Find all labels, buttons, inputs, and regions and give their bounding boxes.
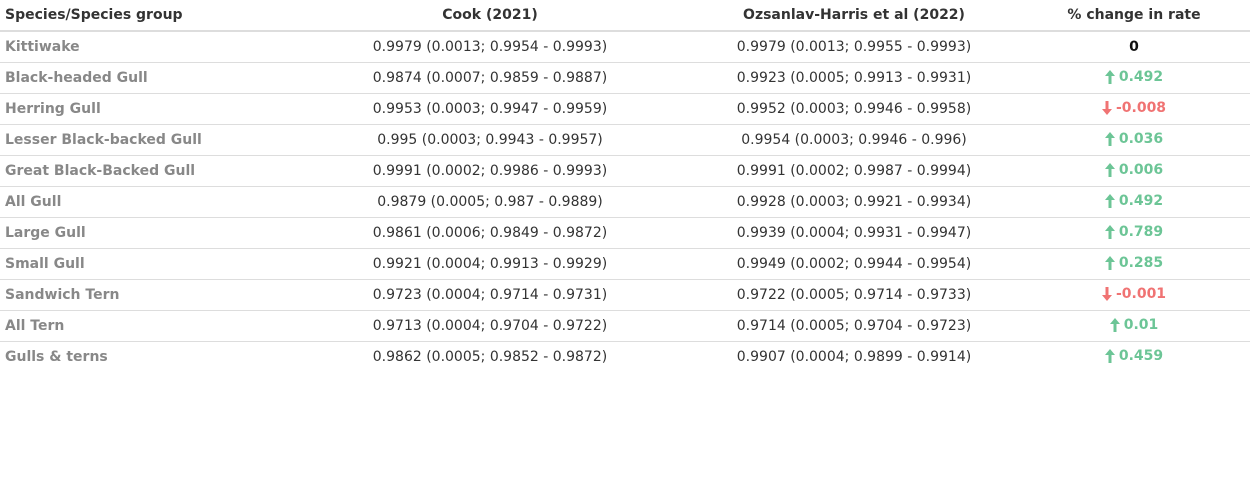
change-indicator: 0.492 bbox=[1104, 192, 1164, 209]
change-cell: -0.008 bbox=[1018, 93, 1250, 125]
table-row: Black-headed Gull 0.9874 (0.0007; 0.9859… bbox=[0, 62, 1250, 94]
species-cell: All Tern bbox=[0, 310, 290, 342]
species-cell: Kittiwake bbox=[0, 31, 290, 63]
species-cell: Black-headed Gull bbox=[0, 62, 290, 94]
change-value: -0.008 bbox=[1115, 99, 1167, 116]
table-body: Kittiwake 0.9979 (0.0013; 0.9954 - 0.999… bbox=[0, 31, 1250, 372]
cook-value-cell: 0.9861 (0.0006; 0.9849 - 0.9872) bbox=[290, 217, 690, 249]
change-indicator: 0.285 bbox=[1104, 254, 1164, 271]
change-indicator: 0.459 bbox=[1104, 347, 1164, 364]
change-cell: 0.006 bbox=[1018, 155, 1250, 187]
change-cell: 0.036 bbox=[1018, 124, 1250, 156]
change-value: -0.001 bbox=[1115, 285, 1167, 302]
change-indicator: 0.492 bbox=[1104, 68, 1164, 85]
cook-value-cell: 0.9874 (0.0007; 0.9859 - 0.9887) bbox=[290, 62, 690, 94]
arrow-up-icon bbox=[1104, 69, 1115, 84]
arrow-up-icon bbox=[1104, 131, 1115, 146]
arrow-up-icon bbox=[1104, 224, 1115, 239]
change-indicator: 0.006 bbox=[1104, 161, 1164, 178]
ozsanlav-harris-value-cell: 0.9952 (0.0003; 0.9946 - 0.9958) bbox=[690, 93, 1018, 125]
change-cell: 0.492 bbox=[1018, 186, 1250, 218]
ozsanlav-harris-value-cell: 0.9939 (0.0004; 0.9931 - 0.9947) bbox=[690, 217, 1018, 249]
species-cell: Sandwich Tern bbox=[0, 279, 290, 311]
ozsanlav-harris-value-cell: 0.9979 (0.0013; 0.9955 - 0.9993) bbox=[690, 31, 1018, 63]
change-indicator: 0.036 bbox=[1104, 130, 1164, 147]
change-value: 0.492 bbox=[1118, 68, 1164, 85]
cook-value-cell: 0.9723 (0.0004; 0.9714 - 0.9731) bbox=[290, 279, 690, 311]
species-cell: Great Black-Backed Gull bbox=[0, 155, 290, 187]
change-indicator: -0.008 bbox=[1101, 99, 1167, 116]
change-cell: 0.789 bbox=[1018, 217, 1250, 249]
arrow-up-icon bbox=[1104, 255, 1115, 270]
change-cell: 0.492 bbox=[1018, 62, 1250, 94]
change-cell: 0.285 bbox=[1018, 248, 1250, 280]
change-value: 0.492 bbox=[1118, 192, 1164, 209]
species-cell: Small Gull bbox=[0, 248, 290, 280]
arrow-up-icon bbox=[1104, 162, 1115, 177]
species-cell: Large Gull bbox=[0, 217, 290, 249]
ozsanlav-harris-value-cell: 0.9923 (0.0005; 0.9913 - 0.9931) bbox=[690, 62, 1018, 94]
cook-value-cell: 0.9862 (0.0005; 0.9852 - 0.9872) bbox=[372, 349, 608, 365]
table-row: All Gull 0.9879 (0.0005; 0.987 - 0.9889)… bbox=[0, 186, 1250, 218]
header-species[interactable]: Species/Species group bbox=[0, 0, 290, 32]
change-cell: 0.459 bbox=[1018, 342, 1250, 373]
species-cell: Herring Gull bbox=[0, 93, 290, 125]
cook-value-cell: 0.9979 (0.0013; 0.9954 - 0.9993) bbox=[290, 31, 690, 63]
cook-value-cell: 0.9713 (0.0004; 0.9704 - 0.9722) bbox=[290, 310, 690, 342]
change-value: 0.285 bbox=[1118, 254, 1164, 271]
change-cell: 0 bbox=[1018, 31, 1250, 63]
change-value: 0.036 bbox=[1118, 130, 1164, 147]
ozsanlav-harris-value-cell: 0.9722 (0.0005; 0.9714 - 0.9733) bbox=[690, 279, 1018, 311]
ozsanlav-harris-value-cell: 0.9949 (0.0002; 0.9944 - 0.9954) bbox=[690, 248, 1018, 280]
cook-value-cell: 0.9991 (0.0002; 0.9986 - 0.9993) bbox=[290, 155, 690, 187]
arrow-up-icon bbox=[1104, 193, 1115, 208]
change-indicator: -0.001 bbox=[1101, 285, 1167, 302]
species-cell: All Gull bbox=[0, 186, 290, 218]
ozsanlav-harris-value-cell: 0.9991 (0.0002; 0.9987 - 0.9994) bbox=[690, 155, 1018, 187]
change-value: 0.459 bbox=[1118, 347, 1164, 364]
table-row: All Tern 0.9713 (0.0004; 0.9704 - 0.9722… bbox=[0, 310, 1250, 342]
change-value: 0.789 bbox=[1118, 223, 1164, 240]
cook-value-cell: 0.9879 (0.0005; 0.987 - 0.9889) bbox=[290, 186, 690, 218]
change-value: 0.006 bbox=[1118, 161, 1164, 178]
change-indicator: 0.789 bbox=[1104, 223, 1164, 240]
species-cell: Lesser Black-backed Gull bbox=[0, 124, 290, 156]
cook-value-cell: 0.9921 (0.0004; 0.9913 - 0.9929) bbox=[290, 248, 690, 280]
ozsanlav-harris-value-cell: 0.9907 (0.0004; 0.9899 - 0.9914) bbox=[736, 349, 972, 365]
header-ozsanlav-harris-2022[interactable]: Ozsanlav-Harris et al (2022) bbox=[690, 0, 1018, 32]
cook-value-cell: 0.9953 (0.0003; 0.9947 - 0.9959) bbox=[290, 93, 690, 125]
ozsanlav-harris-value-cell: 0.9928 (0.0003; 0.9921 - 0.9934) bbox=[690, 186, 1018, 218]
arrow-down-icon bbox=[1101, 286, 1112, 301]
ozsanlav-harris-value-cell: 0.9954 (0.0003; 0.9946 - 0.996) bbox=[690, 124, 1018, 156]
ozsanlav-harris-value-cell: 0.9714 (0.0005; 0.9704 - 0.9723) bbox=[690, 310, 1018, 342]
cook-value-cell: 0.995 (0.0003; 0.9943 - 0.9957) bbox=[290, 124, 690, 156]
table-row: Great Black-Backed Gull 0.9991 (0.0002; … bbox=[0, 155, 1250, 187]
change-cell: -0.001 bbox=[1018, 279, 1250, 311]
arrow-up-icon bbox=[1109, 317, 1120, 332]
change-indicator: 0.01 bbox=[1109, 316, 1159, 333]
arrow-up-icon bbox=[1104, 348, 1115, 363]
header-change-in-rate[interactable]: % change in rate bbox=[1018, 0, 1250, 32]
header-row: Species/Species group Cook (2021) Ozsanl… bbox=[0, 0, 1250, 32]
table-row: Herring Gull 0.9953 (0.0003; 0.9947 - 0.… bbox=[0, 93, 1250, 125]
change-cell: 0.01 bbox=[1018, 310, 1250, 342]
table-row: Lesser Black-backed Gull 0.995 (0.0003; … bbox=[0, 124, 1250, 156]
table-header: Species/Species group Cook (2021) Ozsanl… bbox=[0, 0, 1250, 32]
survival-rate-table: Species/Species group Cook (2021) Ozsanl… bbox=[0, 0, 1250, 372]
change-value: 0 bbox=[1129, 39, 1139, 55]
change-value: 0.01 bbox=[1123, 316, 1159, 333]
header-cook-2021[interactable]: Cook (2021) bbox=[290, 0, 690, 32]
table-row: Sandwich Tern 0.9723 (0.0004; 0.9714 - 0… bbox=[0, 279, 1250, 311]
table-row: Gulls & terns 0.9862 (0.0005; 0.9852 - 0… bbox=[0, 342, 1250, 373]
table-row: Small Gull 0.9921 (0.0004; 0.9913 - 0.99… bbox=[0, 248, 1250, 280]
species-cell: Gulls & terns bbox=[5, 349, 108, 365]
arrow-down-icon bbox=[1101, 100, 1112, 115]
change-indicator: 0 bbox=[1129, 39, 1139, 55]
table-row: Kittiwake 0.9979 (0.0013; 0.9954 - 0.999… bbox=[0, 31, 1250, 63]
table-row: Large Gull 0.9861 (0.0006; 0.9849 - 0.98… bbox=[0, 217, 1250, 249]
